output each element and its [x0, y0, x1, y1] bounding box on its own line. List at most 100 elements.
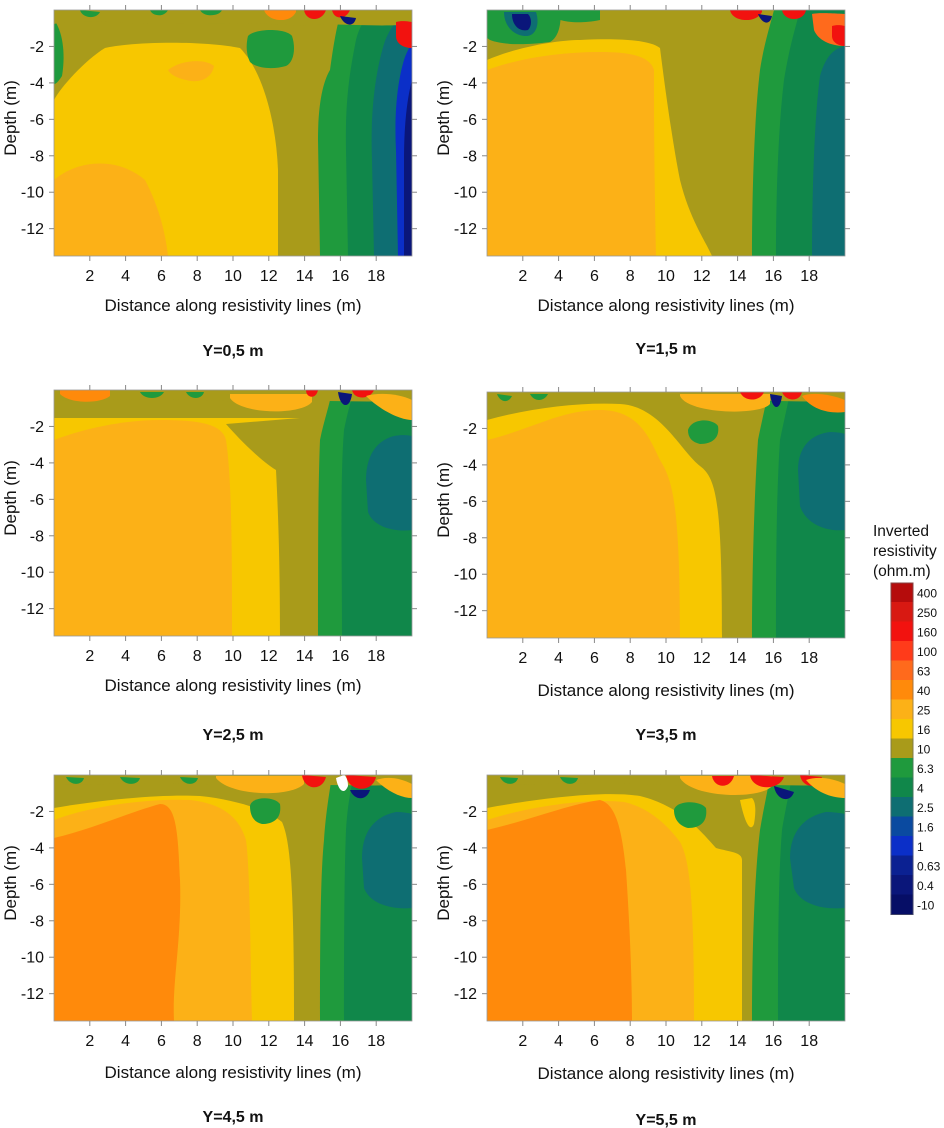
legend-swatch	[890, 855, 914, 876]
y-tick-label: -10	[21, 565, 44, 582]
y-tick-label: -6	[463, 494, 477, 511]
colorbar-legend: Inverted resistivity (ohm.m) 40025016010…	[873, 523, 941, 915]
x-axis-label: Distance along resistivity lines (m)	[105, 296, 362, 315]
zone-surface-red	[302, 775, 376, 789]
legend-level-label: 2.5	[917, 801, 934, 815]
panel-axes-0: 2 4 6 8 10 12 14 16 18 -2 -4 -6 -8 -10 -12 Distance alo…	[1, 5, 417, 360]
x-tick-label: 6	[590, 650, 599, 667]
x-tick-label: 4	[121, 268, 130, 285]
legend-swatch	[890, 660, 914, 681]
zone-surface-orange	[264, 10, 296, 21]
legend-level-label: 4	[917, 782, 924, 796]
zone-surface-orange	[60, 390, 110, 402]
legend-swatch	[890, 719, 914, 740]
legend-swatch	[890, 738, 914, 759]
x-tick-label: 10	[657, 1033, 675, 1050]
y-tick-label: -2	[463, 421, 477, 438]
legend-level-label: 250	[917, 606, 937, 620]
zone-green-lens	[250, 798, 281, 824]
legend-level-label: 63	[917, 665, 931, 679]
y-tick-label: -12	[454, 603, 477, 620]
legend-swatch	[890, 621, 914, 642]
x-tick-label: 6	[590, 268, 599, 285]
y-tick-label: -4	[30, 840, 44, 857]
resistivity-field	[54, 10, 412, 256]
x-tick-label: 2	[85, 1033, 94, 1050]
zone-surface-red	[740, 392, 802, 400]
legend-title-line-3: (ohm.m)	[873, 563, 931, 580]
zone-surface-green	[66, 777, 198, 784]
y-tick-label: -8	[30, 528, 44, 545]
x-tick-label: 14	[296, 268, 314, 285]
zone-no-data	[336, 775, 348, 792]
y-tick-label: -4	[30, 455, 44, 472]
x-tick-label: 16	[332, 1033, 350, 1050]
x-axis-label: Distance along resistivity lines (m)	[105, 1063, 362, 1082]
zone-25-40	[487, 410, 680, 638]
panel-axes-3: 2 4 6 8 10 12 14 16 18 -2 -4 -6 -8 -10 -12 Distance alo…	[434, 387, 850, 744]
x-tick-label: 8	[193, 268, 202, 285]
y-tick-label: -6	[30, 492, 44, 509]
zone-surface-red	[306, 390, 374, 398]
panel-title: Y=4,5 m	[203, 1109, 264, 1126]
y-tick-label: -12	[21, 986, 44, 1003]
axes-layer: 2 4 6 8 10 12 14 16 18 -2 -4 -6 -8 -10 -12 Distance alo…	[1, 5, 850, 1128]
x-tick-label: 18	[367, 268, 385, 285]
x-tick-label: 2	[85, 268, 94, 285]
resistivity-field	[54, 390, 412, 636]
x-tick-label: 10	[224, 268, 242, 285]
y-tick-label: -8	[463, 148, 477, 165]
legend-frame	[890, 582, 914, 915]
x-tick-label: 4	[121, 1033, 130, 1050]
x-tick-label: 14	[729, 268, 747, 285]
zone-right-orange	[802, 393, 845, 413]
legend-swatch	[890, 797, 914, 818]
zone-surface-blue	[350, 790, 370, 799]
legend-level-label: 160	[917, 626, 937, 640]
zone-left-green	[54, 20, 64, 84]
zone-25-40	[54, 163, 168, 256]
legend-level-label: 0.4	[917, 879, 934, 893]
legend-level-label: 10	[917, 743, 931, 757]
legend-title-line-2: resistivity	[873, 543, 937, 560]
zone-green-lens	[674, 802, 707, 828]
panel-axes-4: 2 4 6 8 10 12 14 16 18 -2 -4 -6 -8 -10 -12 Distance alo…	[1, 770, 417, 1126]
x-axis-label: Distance along resistivity lines (m)	[538, 1064, 795, 1083]
y-tick-label: -12	[454, 986, 477, 1003]
zone-yellow-wedge	[740, 798, 756, 828]
panel-y-2-5	[53, 389, 413, 637]
y-tick-label: -2	[30, 419, 44, 436]
legend-swatch	[890, 777, 914, 798]
resistivity-field	[487, 10, 845, 256]
y-tick-label: -4	[30, 75, 44, 92]
x-tick-label: 8	[626, 1033, 635, 1050]
x-axis-label: Distance along resistivity lines (m)	[538, 296, 795, 315]
zone-surface-blue	[758, 14, 772, 23]
y-tick-label: -4	[463, 75, 477, 92]
x-tick-label: 14	[296, 1033, 314, 1050]
zone-left-blue	[512, 14, 531, 31]
x-tick-label: 16	[332, 268, 350, 285]
zone-green-lens	[246, 30, 294, 69]
legend-level-label: 40	[917, 684, 931, 698]
zone-surface-red	[730, 10, 806, 21]
y-tick-label: -12	[454, 221, 477, 238]
panel-title: Y=5,5 m	[636, 1112, 697, 1128]
zone-surface-yellow	[216, 776, 304, 794]
zone-40-63	[54, 804, 181, 1021]
x-tick-label: 8	[626, 268, 635, 285]
y-tick-label: -10	[454, 185, 477, 202]
y-tick-label: -8	[30, 148, 44, 165]
y-tick-label: -6	[30, 112, 44, 129]
legend-swatch	[890, 875, 914, 896]
legend-level-label: 100	[917, 645, 937, 659]
x-axis-label: Distance along resistivity lines (m)	[105, 676, 362, 695]
zone-surface-green	[560, 10, 600, 23]
zone-right-red	[832, 25, 845, 46]
zone-right-red	[396, 21, 412, 48]
panel-title: Y=3,5 m	[636, 727, 697, 744]
panel-title: Y=0,5 m	[203, 343, 264, 360]
legend-swatch	[890, 602, 914, 623]
y-tick-label: -6	[463, 877, 477, 894]
y-tick-label: -12	[21, 601, 44, 618]
